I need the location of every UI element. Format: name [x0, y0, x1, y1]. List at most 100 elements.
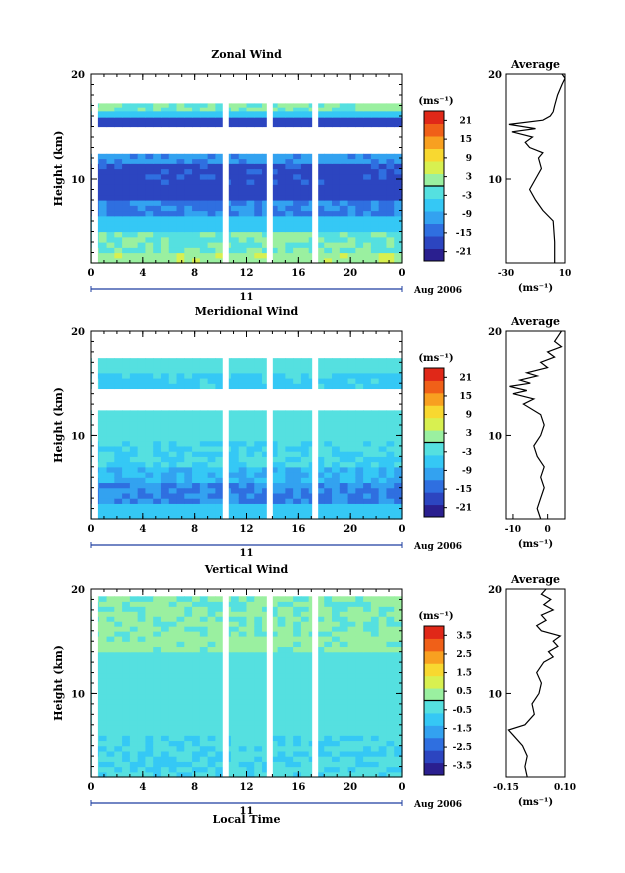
heatmap-cell	[316, 662, 325, 668]
heatmap-cell	[300, 672, 310, 679]
heatmap-cell	[254, 621, 263, 627]
heatmap-cell	[355, 487, 364, 494]
heatmap-cell	[370, 383, 380, 390]
heatmap-cell	[293, 482, 302, 489]
heatmap-cell	[285, 761, 294, 768]
heatmap-cell	[285, 508, 294, 515]
heatmap-cell	[145, 745, 154, 752]
heatmap-cell	[386, 221, 395, 227]
avg-x-tick-label: 10	[559, 269, 572, 279]
heatmap-cell	[215, 724, 224, 731]
heatmap-cell	[262, 107, 271, 112]
heatmap-cell	[98, 242, 108, 248]
heatmap-cell	[122, 472, 131, 478]
heatmap-cell	[293, 117, 302, 123]
heatmap-cell	[207, 158, 216, 164]
heatmap-cell	[386, 383, 395, 390]
heatmap-cell	[355, 477, 364, 484]
heatmap-cell	[277, 662, 286, 668]
heatmap-cell	[262, 205, 271, 212]
heatmap-cell	[176, 410, 185, 417]
heatmap-cell	[363, 672, 372, 679]
heatmap-cell	[215, 242, 224, 248]
heatmap-cell	[269, 415, 279, 422]
heatmap-cell	[184, 724, 193, 731]
heatmap-cell	[370, 236, 380, 243]
heatmap-cell	[129, 745, 139, 752]
heatmap-cell	[269, 221, 279, 227]
heatmap-cell	[339, 740, 349, 747]
heatmap-cell	[160, 168, 170, 175]
heatmap-cell	[394, 662, 403, 668]
data-gap	[312, 74, 319, 263]
heatmap-cell	[145, 672, 154, 679]
heatmap-cell	[254, 698, 263, 705]
x-tick-label: 16	[291, 782, 305, 793]
heatmap-cell	[160, 194, 170, 201]
heatmap-cell	[324, 740, 333, 747]
heatmap-cell	[215, 756, 224, 762]
heatmap-cell	[254, 179, 263, 185]
heatmap-cell	[370, 662, 380, 668]
heatmap-cell	[285, 672, 294, 679]
heatmap-cell	[316, 750, 325, 757]
heatmap-cell	[339, 113, 349, 118]
heatmap-cell	[378, 210, 388, 217]
heatmap-cell	[378, 683, 388, 689]
heatmap-cell	[300, 693, 310, 700]
heatmap-cell	[207, 456, 216, 463]
heatmap-cell	[160, 205, 170, 212]
colorbar-segment	[424, 663, 444, 677]
heatmap-cell	[363, 117, 372, 123]
heatmap-cell	[370, 656, 380, 663]
heatmap-cell	[184, 210, 193, 217]
heatmap-cell	[339, 420, 349, 427]
heatmap-cell	[137, 194, 147, 201]
heatmap-cell	[386, 487, 395, 494]
heatmap-cell	[363, 367, 372, 374]
heatmap-cell	[176, 173, 185, 180]
heatmap-cell	[277, 358, 286, 364]
heatmap-cell	[386, 626, 395, 632]
heatmap-cell	[324, 378, 333, 384]
heatmap-cell	[293, 641, 302, 648]
heatmap-cell	[316, 205, 325, 212]
heatmap-cell	[160, 435, 170, 442]
colorbar-segment	[424, 492, 444, 506]
heatmap-cell	[277, 688, 286, 695]
heatmap-cell	[129, 113, 139, 118]
heatmap-cell	[285, 158, 294, 164]
heatmap-cell	[137, 667, 147, 674]
heatmap-cell	[230, 477, 240, 484]
heatmap-cell	[184, 372, 193, 379]
heatmap-cell	[192, 677, 201, 684]
heatmap-cell	[332, 688, 341, 695]
heatmap-cell	[262, 210, 271, 217]
heatmap-cell	[106, 363, 115, 369]
heatmap-cell	[176, 492, 185, 499]
colorbar-tick-label: 21	[459, 373, 472, 383]
heatmap-cell	[269, 616, 279, 622]
heatmap-cell	[386, 596, 395, 602]
heatmap-cell	[332, 153, 341, 160]
heatmap-cell	[386, 662, 395, 668]
heatmap-cell	[262, 709, 271, 715]
heatmap-cell	[378, 662, 388, 668]
heatmap-cell	[332, 252, 341, 259]
heatmap-cell	[394, 740, 403, 747]
heatmap-cell	[339, 601, 349, 607]
heatmap-cell	[215, 714, 224, 721]
heatmap-cell	[355, 117, 364, 123]
heatmap-cell	[386, 173, 395, 180]
heatmap-cell	[98, 750, 108, 757]
heatmap-cell	[106, 158, 115, 164]
heatmap-cell	[339, 107, 349, 112]
heatmap-cell	[199, 378, 209, 384]
heatmap-cell	[300, 103, 310, 108]
heatmap-cell	[153, 440, 162, 447]
heatmap-cell	[238, 158, 248, 164]
heatmap-cell	[122, 487, 131, 494]
heatmap-cell	[339, 714, 349, 721]
heatmap-cell	[277, 363, 286, 369]
heatmap-cell	[262, 656, 271, 663]
